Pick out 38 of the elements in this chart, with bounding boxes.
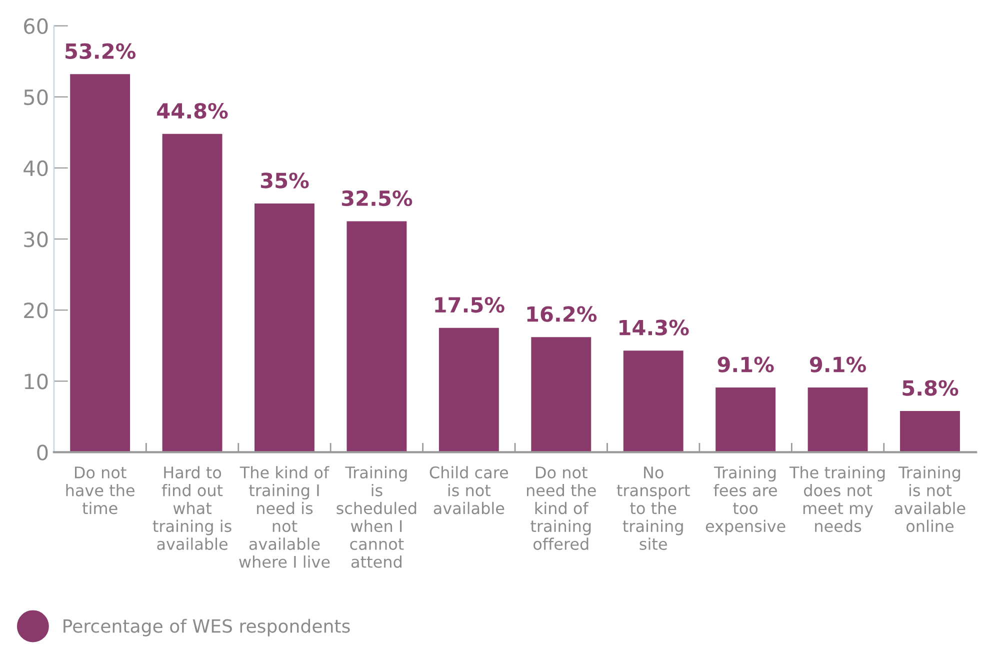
data-label: 16.2% xyxy=(527,306,597,322)
x-tick-label: Hard to find out what training is available xyxy=(152,466,232,550)
data-label: 32.5% xyxy=(342,190,412,206)
y-tick-label: 0 xyxy=(37,444,48,460)
bar xyxy=(808,388,868,452)
y-tick-label: 50 xyxy=(24,89,48,106)
y-tick-label: 10 xyxy=(24,374,48,390)
y-tick-label: 30 xyxy=(24,231,48,248)
bar xyxy=(346,221,407,452)
y-tick-label: 40 xyxy=(24,160,48,176)
legend-label: Percentage of WES respondents xyxy=(64,618,350,636)
data-label: 53.2% xyxy=(66,43,136,60)
x-tick-label: The kind of training I need is not available where I live xyxy=(239,466,330,568)
data-label: 9.1% xyxy=(810,356,866,372)
bar xyxy=(900,410,960,452)
x-tick-label: Do not need the kind of training offered xyxy=(526,466,596,550)
data-label: 17.5% xyxy=(435,296,504,313)
y-tick-label: 60 xyxy=(24,18,48,34)
bar xyxy=(254,203,314,452)
data-label: 44.8% xyxy=(157,102,228,119)
x-tick-label: Do not have the time xyxy=(66,466,134,514)
x-tick-label: Training is scheduled when I cannot attend xyxy=(336,466,416,568)
x-tick-label: The training does not meet my needs xyxy=(789,466,885,532)
data-label: 5.8% xyxy=(902,380,958,396)
bar xyxy=(623,350,684,452)
x-tick-label: Training fees are too expensive xyxy=(706,466,786,536)
x-tick-label: Training is not available online xyxy=(894,466,966,532)
bar xyxy=(162,134,222,452)
x-tick-label: Child care is not available xyxy=(430,466,508,514)
data-label: 14.3% xyxy=(620,320,689,336)
bar xyxy=(438,328,499,452)
data-label: 9.1% xyxy=(718,356,774,372)
data-label: 35% xyxy=(260,172,309,188)
x-tick-label: No transport to the training site xyxy=(616,466,690,550)
bar xyxy=(70,74,130,452)
bar xyxy=(531,337,592,452)
bar xyxy=(716,388,776,452)
y-tick-label: 20 xyxy=(24,302,48,318)
